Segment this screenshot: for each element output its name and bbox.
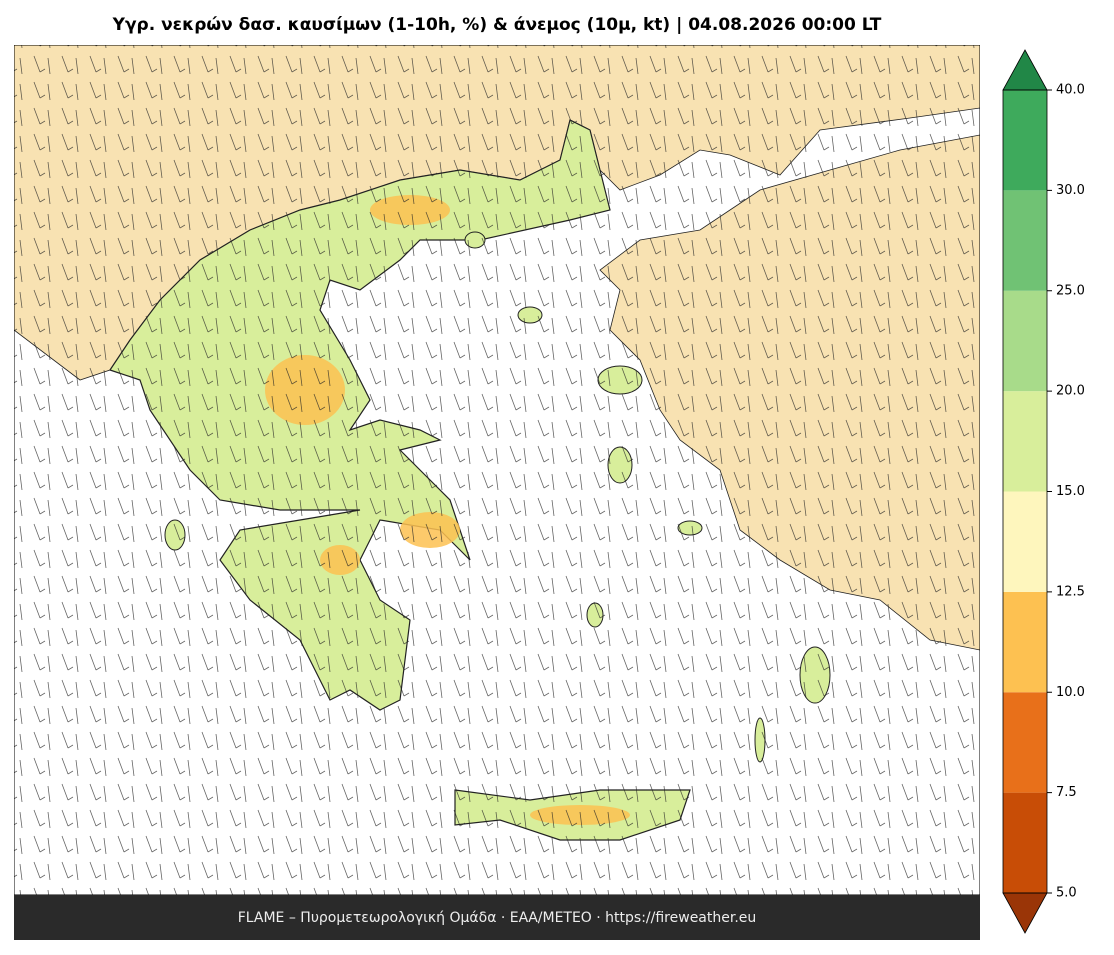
colorbar-segment: [1003, 391, 1047, 492]
colorbar-tick-label: 40.0: [1056, 83, 1085, 98]
colorbar-tick-label: 15.0: [1056, 484, 1085, 499]
colorbar-tick-label: 7.5: [1056, 785, 1077, 800]
wind-barbs: [14, 45, 980, 895]
colorbar-tick-label: 5.0: [1056, 886, 1077, 901]
map: [14, 45, 980, 895]
footer: FLAME – Πυρομετεωρολογική Ομάδα · ΕΑΑ/ME…: [238, 910, 757, 926]
colorbar-segment: [1003, 591, 1047, 693]
colorbar: 5.0 7.5 10.0 12.5 15.0 20.0 25.0 30.0 40.0: [1002, 49, 1085, 934]
colorbar-under: [1002, 892, 1048, 934]
colorbar-tick-label: 30.0: [1056, 183, 1085, 198]
colorbar-tick-label: 10.0: [1056, 685, 1085, 700]
colorbar-segment: [1003, 792, 1047, 893]
colorbar-segment: [1003, 290, 1047, 392]
colorbar-segment: [1003, 90, 1047, 191]
colorbar-tick-label: 25.0: [1056, 283, 1085, 298]
colorbar-tick-label: 20.0: [1056, 384, 1085, 399]
colorbar-segment: [1003, 491, 1047, 592]
colorbar-over: [1002, 49, 1048, 91]
footer-bar: [14, 895, 980, 940]
title: Υγρ. νεκρών δασ. καυσίμων (1-10h, %) & ά…: [112, 15, 882, 35]
colorbar-segment: [1003, 692, 1047, 793]
colorbar-segment: [1003, 190, 1047, 291]
colorbar-tick-label: 12.5: [1056, 584, 1085, 599]
